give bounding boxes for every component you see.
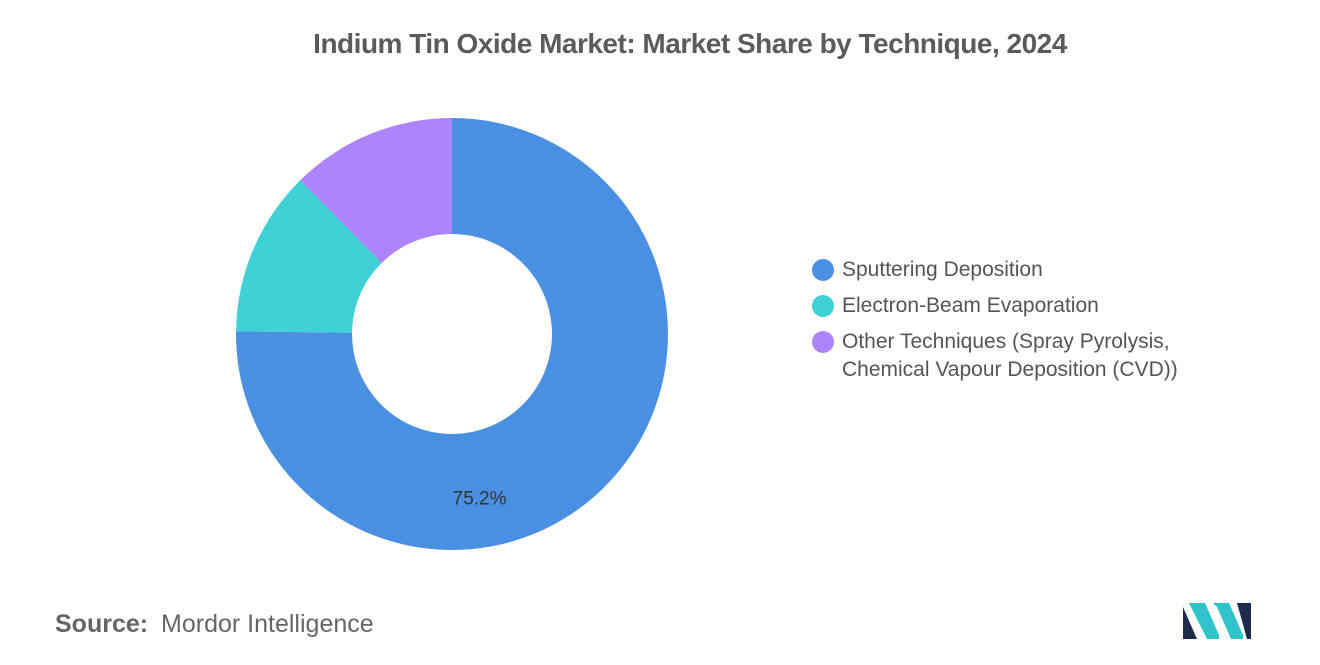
donut-slice-other-techniques-spray-pyrolysis-chemical-vapour-deposition-cvd — [300, 118, 452, 263]
legend-item-electron-beam-evaporation: Electron-Beam Evaporation — [812, 292, 1292, 320]
donut-slices — [236, 118, 668, 550]
legend-swatch-other-techniques — [812, 331, 834, 353]
mordor-intelligence-logo-icon — [1183, 603, 1251, 639]
source-label: Source: — [55, 610, 149, 638]
donut-slice-sputtering-deposition — [236, 118, 668, 550]
legend-swatch-electron-beam-evaporation — [812, 295, 834, 317]
chart-title: Indium Tin Oxide Market: Market Share by… — [313, 28, 1067, 59]
source-value: Mordor Intelligence — [161, 610, 374, 638]
donut-slice-value-label: 75.2% — [453, 489, 507, 510]
legend-item-sputtering-deposition: Sputtering Deposition — [812, 256, 1292, 284]
donut-slice-labels: 75.2% — [453, 489, 507, 510]
legend-label: Sputtering Deposition — [842, 258, 1043, 281]
source-credit: Source: Mordor Intelligence — [55, 610, 374, 639]
chart-legend: Sputtering Deposition Electron-Beam Evap… — [812, 256, 1292, 392]
legend-label: Other Techniques (Spray Pyrolysis, Chemi… — [842, 330, 1178, 381]
legend-label: Electron-Beam Evaporation — [842, 294, 1099, 317]
legend-item-other-techniques: Other Techniques (Spray Pyrolysis, Chemi… — [812, 328, 1292, 384]
donut-slice-electron-beam-evaporation — [236, 180, 382, 333]
legend-swatch-sputtering-deposition — [812, 259, 834, 281]
